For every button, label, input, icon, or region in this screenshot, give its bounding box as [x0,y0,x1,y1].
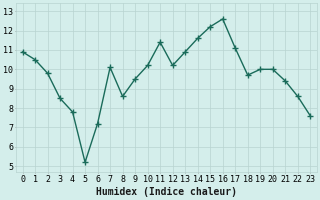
X-axis label: Humidex (Indice chaleur): Humidex (Indice chaleur) [96,186,237,197]
